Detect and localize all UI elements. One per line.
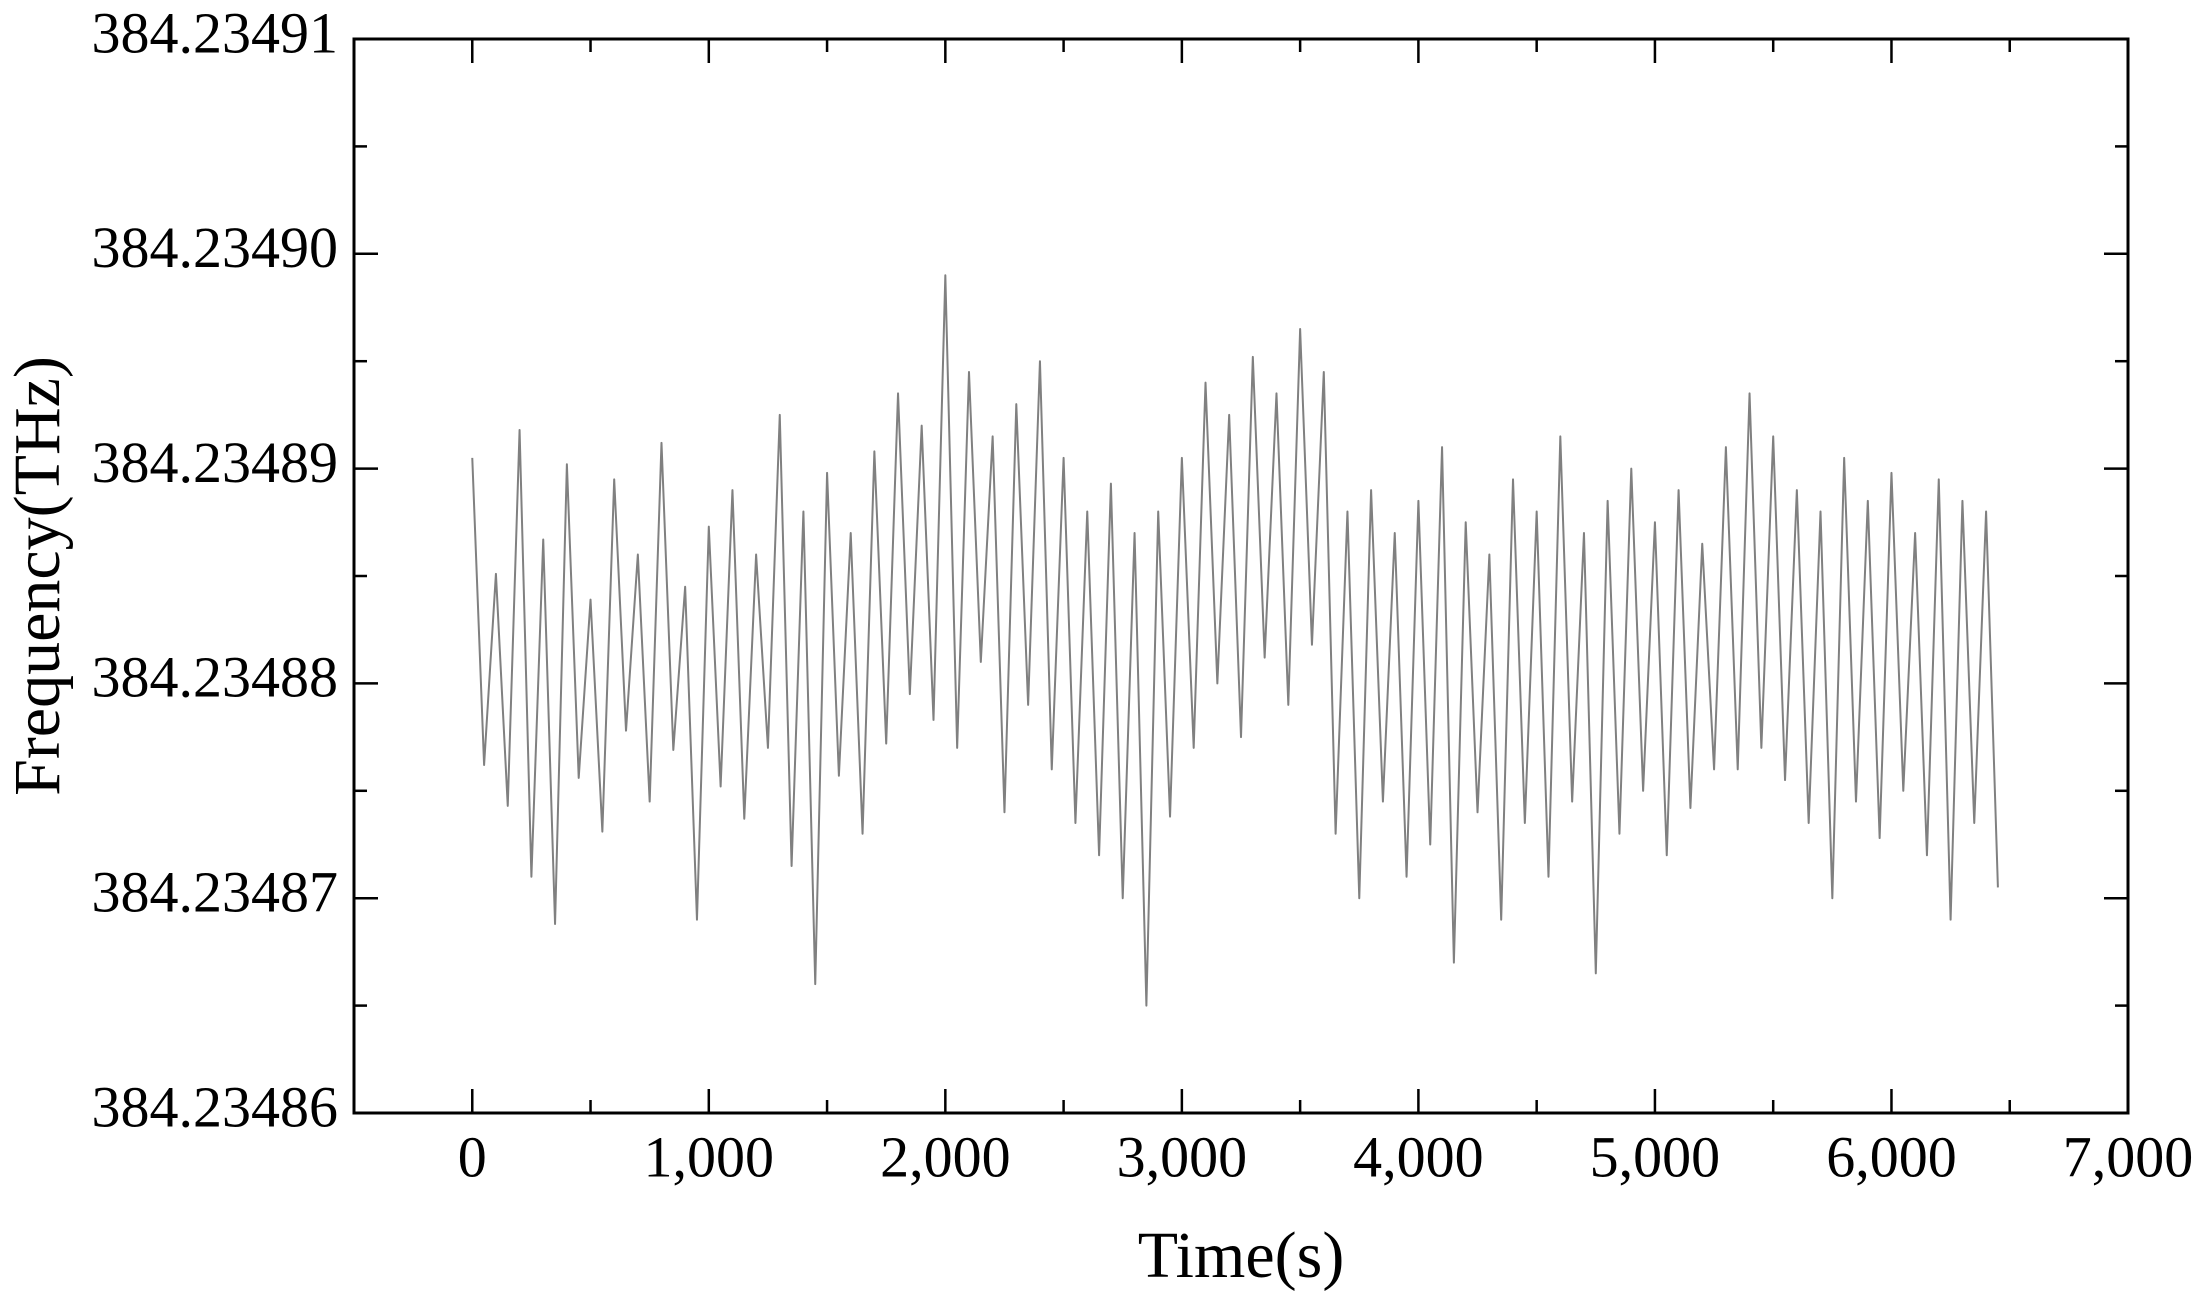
- y-tick-label: 384.23488: [92, 645, 339, 710]
- x-tick-label: 7,000: [2063, 1124, 2194, 1189]
- x-tick-label: 0: [458, 1124, 487, 1189]
- x-tick-label: 2,000: [880, 1124, 1011, 1189]
- y-tick-label: 384.23491: [92, 0, 339, 65]
- y-tick-label: 384.23490: [92, 215, 339, 280]
- x-tick-label: 6,000: [1826, 1124, 1957, 1189]
- x-axis-title: Time(s): [1138, 1219, 1345, 1292]
- x-tick-label: 4,000: [1353, 1124, 1484, 1189]
- y-tick-label: 384.23487: [92, 860, 339, 925]
- x-tick-label: 5,000: [1590, 1124, 1721, 1189]
- x-tick-label: 3,000: [1117, 1124, 1248, 1189]
- y-tick-label: 384.23489: [92, 430, 339, 495]
- plot-frame: [352, 37, 2130, 1115]
- data-line: [471, 274, 1999, 1007]
- y-tick-label: 384.23486: [92, 1074, 339, 1139]
- y-axis-title: Frequency(THz): [1, 356, 74, 796]
- x-tick-label: 1,000: [644, 1124, 775, 1189]
